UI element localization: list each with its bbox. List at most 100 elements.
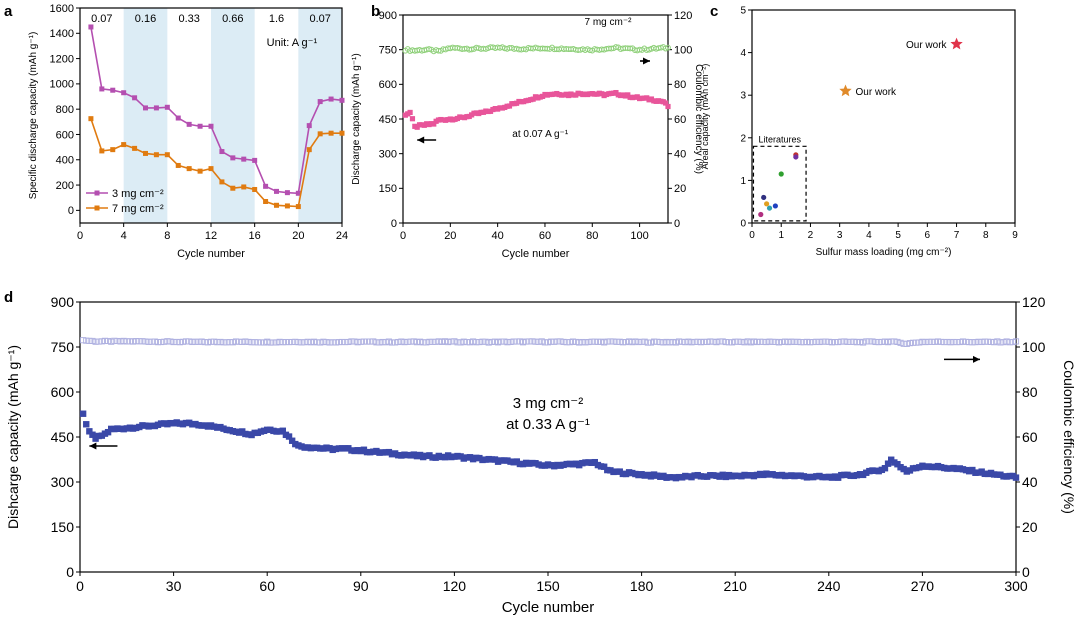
data-point [284, 190, 290, 196]
literature-point [761, 194, 767, 201]
ce-point [856, 338, 864, 345]
ce-point [697, 339, 704, 346]
x-tick-label: 0 [76, 578, 84, 594]
ce-point [261, 339, 268, 346]
ce-point [129, 338, 137, 345]
legend-marker [94, 190, 100, 196]
y-tick-label: 600 [56, 129, 74, 141]
data-point [208, 166, 214, 172]
ce-point [897, 339, 904, 346]
ce-point [488, 338, 495, 345]
ce-point [176, 339, 183, 346]
capacity-point [86, 428, 93, 435]
ce-point [766, 338, 773, 345]
ce-point [264, 338, 271, 345]
x-tick-label: 4 [121, 230, 127, 242]
ce-point [588, 338, 595, 345]
y-tick-label: 0 [68, 205, 74, 217]
ce-point [417, 338, 424, 345]
ce-point [644, 339, 651, 346]
ce-point [273, 339, 280, 346]
ce-point [248, 339, 255, 346]
ce-point [357, 338, 364, 345]
ce-point [507, 338, 514, 345]
data-point [164, 152, 170, 158]
ce-point [772, 338, 779, 345]
x-tick-label: 7 [954, 230, 960, 241]
capacity-point [89, 431, 96, 438]
ce-point [413, 339, 421, 346]
ce-point [339, 338, 346, 346]
ce-point [257, 339, 265, 346]
data-point [219, 149, 225, 155]
ce-point [844, 338, 851, 345]
ce-point [813, 338, 820, 345]
ce-point [850, 338, 857, 345]
y2-tick-label: 60 [674, 114, 686, 126]
y2-tick-label: 100 [1022, 339, 1046, 355]
data-point [197, 123, 203, 129]
ce-point [953, 339, 960, 346]
plot-frame [79, 301, 1017, 573]
legend-label: 3 mg cm⁻² [112, 188, 164, 200]
ce-point [688, 339, 695, 346]
y-tick-label: 300 [379, 149, 397, 161]
y2-axis-title: Coulombic efficiency (%) [1061, 360, 1077, 514]
ce-point [707, 338, 714, 345]
x-tick-label: 180 [630, 578, 654, 594]
ce-point [632, 338, 639, 345]
data-point [274, 188, 279, 194]
y-axis-title: Dishcarge capacity (mAh g⁻¹) [5, 345, 21, 529]
plot-frame [402, 14, 669, 224]
y2-tick-label: 60 [1022, 429, 1038, 445]
ce-point [853, 339, 860, 346]
ce-point [404, 338, 411, 345]
ce-point [594, 338, 601, 345]
x-tick-label: 1 [778, 230, 784, 241]
ce-point [913, 339, 920, 346]
data-point [274, 202, 279, 208]
x-tick-label: 80 [586, 230, 598, 242]
panel-letter: b [371, 3, 380, 20]
y-tick-label: 0 [740, 219, 746, 230]
ce-point [220, 339, 227, 346]
x-tick-label: 8 [164, 230, 170, 242]
y-tick-label: 150 [379, 183, 397, 195]
ce-point [641, 338, 648, 345]
data-point [143, 150, 148, 156]
ce-point [803, 338, 811, 345]
y2-tick-label: 80 [674, 79, 686, 91]
literature-box-label: Literatures [758, 134, 801, 144]
ce-point [1006, 339, 1013, 346]
data-point [99, 86, 105, 92]
data-point [230, 155, 236, 161]
data-point [339, 97, 345, 103]
y-tick-label: 400 [56, 155, 74, 167]
rate-band [298, 8, 342, 223]
legend-marker [94, 205, 100, 211]
ce-point [317, 339, 324, 346]
ce-point [635, 339, 642, 346]
ce-point [613, 44, 619, 50]
ce-point [504, 339, 511, 346]
ce-point [326, 339, 333, 346]
ce-point [432, 338, 439, 345]
ce-point [179, 338, 187, 345]
ce-point [445, 339, 452, 346]
ce-point [323, 339, 330, 346]
ce-point [289, 338, 296, 346]
y-tick-label: 3 [740, 91, 746, 102]
capacity-point [83, 421, 90, 428]
y2-tick-label: 120 [1022, 294, 1046, 310]
ce-point [679, 338, 686, 345]
ce-point [769, 338, 776, 345]
ce-point [304, 338, 311, 345]
literature-point [764, 201, 770, 207]
ce-point [906, 340, 913, 347]
y-tick-label: 450 [51, 429, 75, 445]
ce-point [729, 339, 736, 346]
capacity-point [663, 100, 669, 106]
plot-frame [79, 7, 343, 224]
ce-point [211, 338, 218, 345]
ce-point [532, 338, 539, 345]
